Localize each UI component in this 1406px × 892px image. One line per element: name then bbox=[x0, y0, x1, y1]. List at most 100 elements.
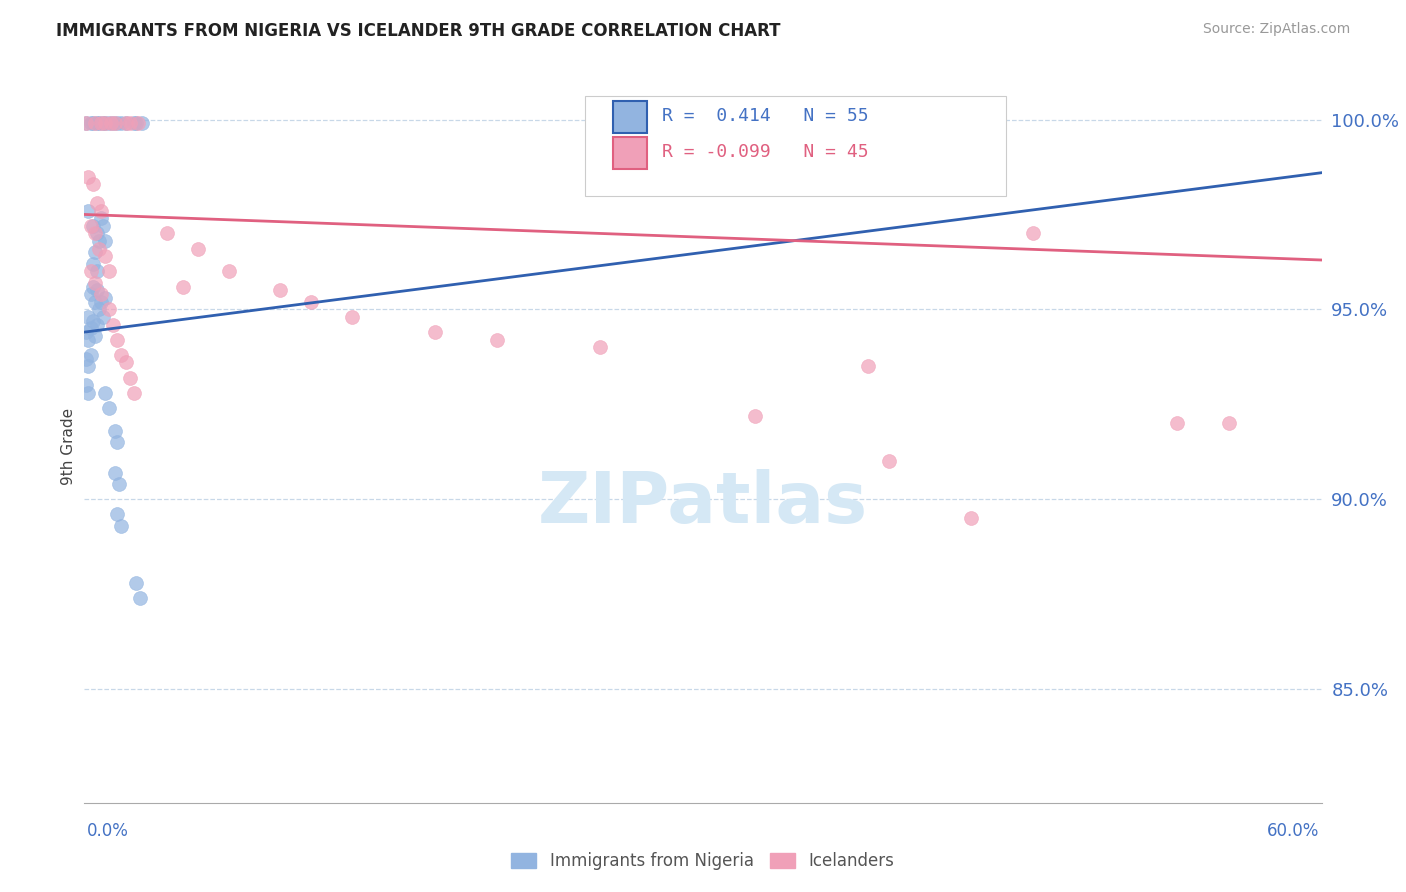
Point bbox=[83, 116, 105, 130]
Point bbox=[86, 284, 108, 298]
Point bbox=[94, 116, 117, 130]
Point bbox=[127, 116, 149, 130]
Text: IMMIGRANTS FROM NIGERIA VS ICELANDER 9TH GRADE CORRELATION CHART: IMMIGRANTS FROM NIGERIA VS ICELANDER 9TH… bbox=[56, 22, 780, 40]
Point bbox=[86, 116, 108, 130]
Point bbox=[103, 318, 125, 332]
Point bbox=[118, 370, 141, 384]
Point bbox=[87, 116, 110, 130]
Point bbox=[104, 116, 127, 130]
Point bbox=[79, 219, 101, 233]
Point bbox=[105, 435, 128, 450]
Point bbox=[877, 454, 900, 468]
Point bbox=[485, 333, 508, 347]
Point bbox=[77, 333, 100, 347]
Point bbox=[90, 203, 112, 218]
Point bbox=[86, 264, 108, 278]
Text: R = -0.099   N = 45: R = -0.099 N = 45 bbox=[662, 143, 869, 161]
Point bbox=[94, 234, 117, 248]
Point bbox=[90, 287, 112, 301]
Text: 0.0%: 0.0% bbox=[87, 822, 129, 840]
Point bbox=[108, 477, 131, 491]
Point bbox=[82, 177, 104, 191]
Point bbox=[589, 340, 612, 354]
Point bbox=[90, 116, 112, 130]
Point bbox=[91, 310, 114, 324]
Point bbox=[82, 279, 104, 293]
Point bbox=[79, 348, 101, 362]
Point bbox=[299, 294, 322, 309]
Point bbox=[125, 575, 148, 590]
Point bbox=[172, 279, 194, 293]
Point bbox=[110, 116, 132, 130]
Point bbox=[98, 302, 121, 317]
Point bbox=[960, 511, 983, 525]
Point bbox=[114, 116, 136, 130]
Point bbox=[94, 249, 117, 263]
Point bbox=[1218, 416, 1240, 430]
Point bbox=[110, 518, 132, 533]
Point bbox=[122, 385, 145, 400]
Point bbox=[114, 355, 136, 369]
Point bbox=[114, 116, 136, 130]
Point bbox=[342, 310, 364, 324]
Point bbox=[104, 466, 127, 480]
Point bbox=[75, 116, 97, 130]
Point bbox=[87, 242, 110, 256]
Point bbox=[79, 116, 101, 130]
Point bbox=[75, 378, 97, 392]
Point bbox=[98, 401, 121, 415]
Point bbox=[94, 291, 117, 305]
Text: ZIPatlas: ZIPatlas bbox=[538, 468, 868, 538]
Point bbox=[77, 169, 100, 184]
Point bbox=[856, 359, 879, 374]
Point bbox=[94, 385, 117, 400]
Point bbox=[77, 359, 100, 374]
Point bbox=[87, 234, 110, 248]
Point bbox=[1022, 227, 1045, 241]
Point bbox=[79, 287, 101, 301]
Point bbox=[82, 116, 104, 130]
Point bbox=[98, 264, 121, 278]
Point bbox=[75, 116, 97, 130]
Point bbox=[90, 294, 112, 309]
Point bbox=[75, 351, 97, 366]
Point bbox=[86, 318, 108, 332]
Point bbox=[83, 329, 105, 343]
Point bbox=[131, 116, 153, 130]
FancyBboxPatch shape bbox=[585, 96, 1007, 196]
Point bbox=[77, 310, 100, 324]
Point bbox=[105, 508, 128, 522]
Point bbox=[125, 116, 148, 130]
Point bbox=[82, 219, 104, 233]
Point bbox=[104, 424, 127, 438]
Point bbox=[100, 116, 122, 130]
Point bbox=[129, 591, 152, 605]
Text: R =  0.414   N = 55: R = 0.414 N = 55 bbox=[662, 107, 869, 125]
Point bbox=[98, 116, 121, 130]
Point bbox=[83, 276, 105, 290]
Point bbox=[156, 227, 179, 241]
Point bbox=[1166, 416, 1188, 430]
Point bbox=[86, 196, 108, 211]
Point bbox=[103, 116, 125, 130]
Text: Source: ZipAtlas.com: Source: ZipAtlas.com bbox=[1202, 22, 1350, 37]
Point bbox=[77, 203, 100, 218]
Point bbox=[187, 242, 209, 256]
FancyBboxPatch shape bbox=[613, 137, 647, 169]
Point bbox=[744, 409, 766, 423]
Point bbox=[105, 333, 128, 347]
Point bbox=[105, 116, 128, 130]
Point bbox=[86, 227, 108, 241]
Point bbox=[118, 116, 141, 130]
Point bbox=[94, 116, 117, 130]
Point bbox=[423, 325, 446, 339]
Point bbox=[83, 227, 105, 241]
Point bbox=[83, 294, 105, 309]
Legend: Immigrants from Nigeria, Icelanders: Immigrants from Nigeria, Icelanders bbox=[505, 846, 901, 877]
Point bbox=[75, 325, 97, 339]
Text: 60.0%: 60.0% bbox=[1267, 822, 1319, 840]
Point bbox=[83, 245, 105, 260]
Point bbox=[122, 116, 145, 130]
Point bbox=[82, 314, 104, 328]
Point bbox=[91, 116, 114, 130]
